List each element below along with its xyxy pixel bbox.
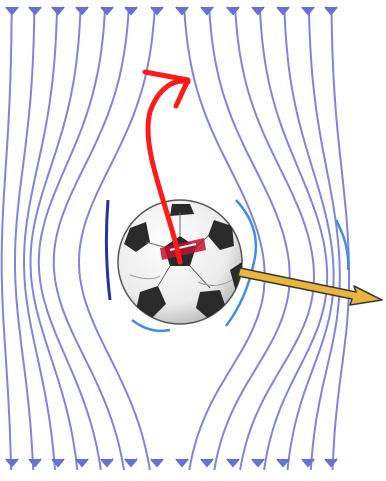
force-arrow	[237, 267, 383, 306]
streamline	[23, 7, 58, 471]
flow-arrow-bottom-icon	[51, 458, 65, 468]
streamline	[37, 7, 107, 471]
streamline	[183, 7, 266, 471]
boundary-streamline-left	[104, 199, 112, 301]
spin-arrow	[145, 78, 191, 265]
streamline	[52, 7, 130, 471]
flow-arrow-top-icon	[324, 6, 338, 16]
flow-arrow-bottom-icon	[100, 458, 114, 468]
outer-streamline-accent	[334, 219, 350, 271]
flow-arrow-top-icon	[51, 6, 65, 16]
streamlines-group	[0, 7, 351, 471]
streamline	[14, 7, 36, 471]
streamline	[283, 7, 335, 471]
flow-arrow-top-icon	[100, 6, 114, 16]
flow-arrow-bottom-icon	[251, 458, 265, 468]
streamline	[307, 7, 341, 471]
flow-arrow-top-icon	[301, 6, 315, 16]
flow-arrow-top-icon	[28, 6, 42, 16]
flow-arrow-bottom-icon	[75, 458, 89, 468]
streamline	[330, 7, 351, 471]
flow-arrow-top-icon	[276, 6, 290, 16]
flow-arrow-bottom-icon	[301, 458, 315, 468]
flow-arrow-top-icon	[175, 6, 189, 16]
flow-arrow-top-icon	[200, 6, 214, 16]
flow-arrow-top-icon	[226, 6, 240, 16]
boundary-streamline-right	[225, 199, 258, 327]
wake-streamline	[131, 319, 171, 333]
flow-arrow-bottom-icon	[276, 458, 290, 468]
flow-arrow-bottom-icon	[28, 458, 42, 468]
streamline	[0, 8, 13, 471]
flow-arrow-top-icon	[150, 6, 164, 16]
flow-arrow-bottom-icon	[150, 458, 164, 468]
streamline	[258, 7, 329, 471]
flow-arrow-bottom-icon	[5, 458, 19, 468]
flow-arrows-top	[5, 6, 338, 16]
streamline	[77, 7, 156, 471]
spin-arrowhead-icon	[142, 69, 191, 109]
flow-arrow-bottom-icon	[175, 458, 189, 468]
flow-arrow-top-icon	[251, 6, 265, 16]
flow-arrow-bottom-icon	[226, 458, 240, 468]
flow-arrow-bottom-icon	[200, 458, 214, 468]
streamline	[208, 7, 291, 471]
flow-arrow-bottom-icon	[124, 458, 138, 468]
flow-arrow-top-icon	[124, 6, 138, 16]
flow-arrows-bottom	[5, 458, 338, 468]
streamline	[234, 7, 316, 471]
flow-arrow-top-icon	[5, 6, 19, 16]
flow-arrow-top-icon	[75, 6, 89, 16]
streamline	[29, 7, 82, 471]
flow-arrow-bottom-icon	[324, 458, 338, 468]
